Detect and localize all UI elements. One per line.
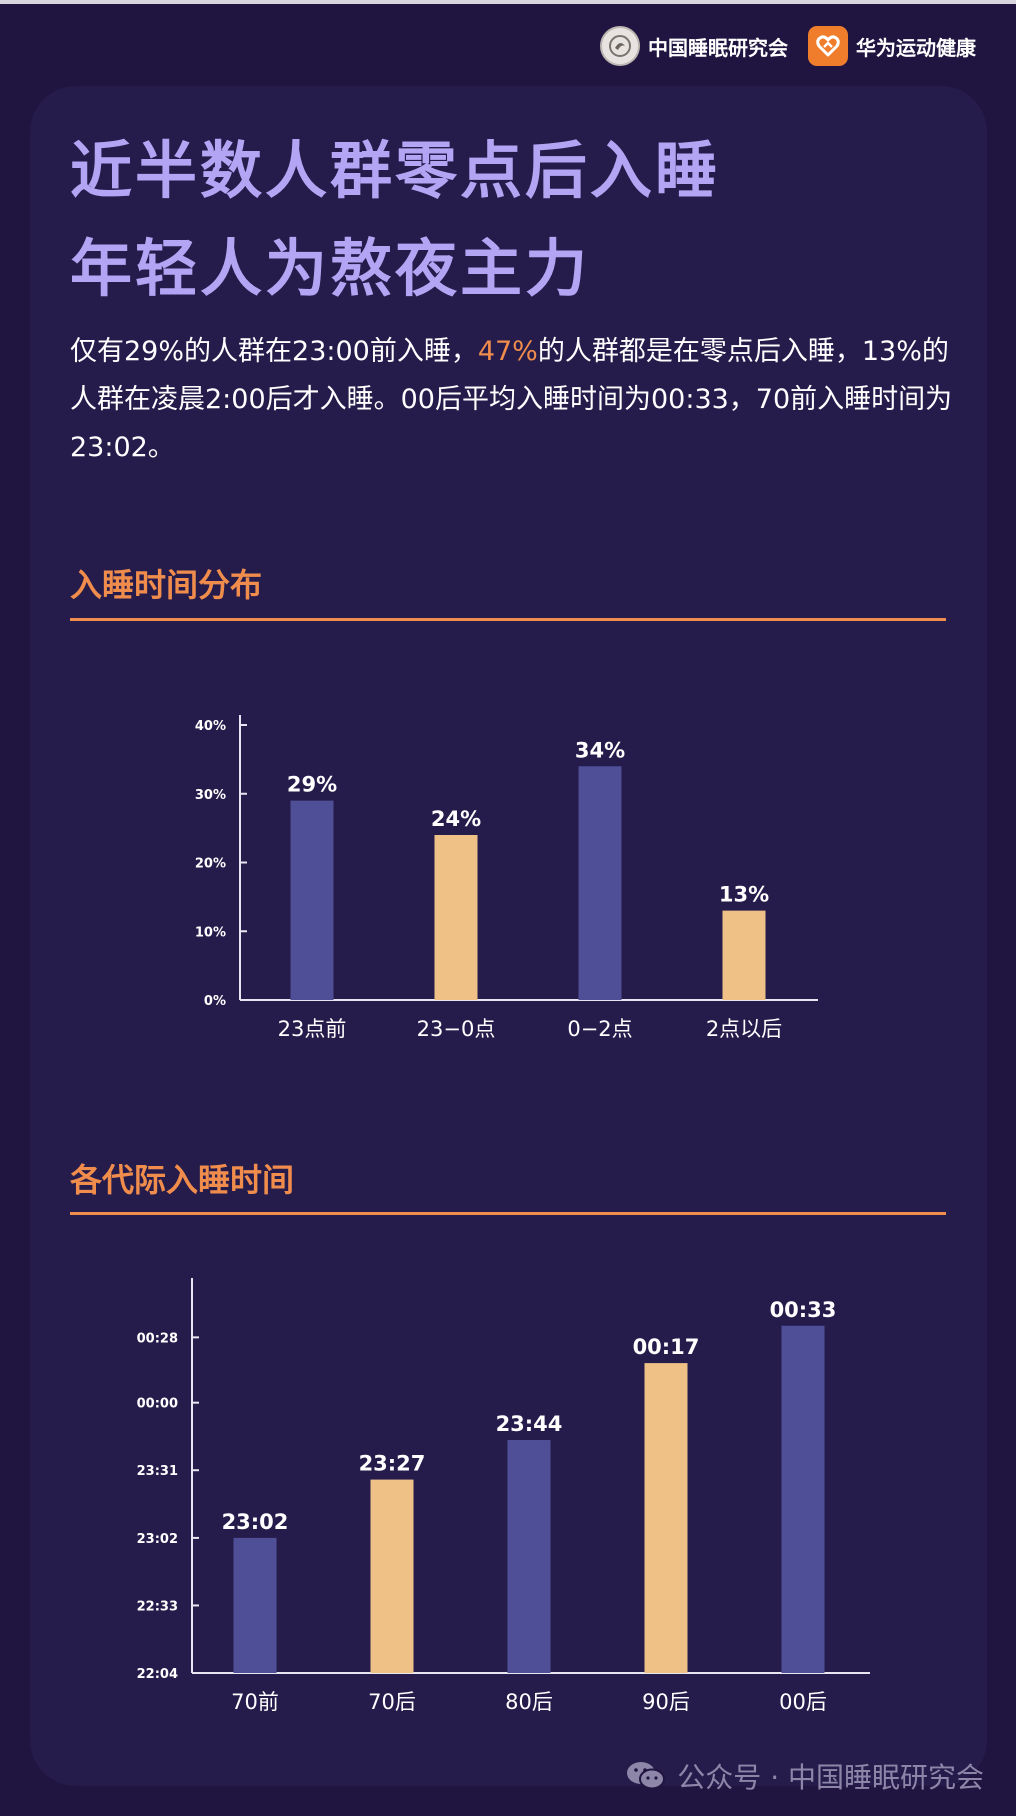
gen-ytick-label: 23:02 <box>137 1532 178 1547</box>
gen-ytick-label: 22:04 <box>137 1667 178 1682</box>
distribution-section-title: 入睡时间分布 <box>70 566 263 604</box>
wechat-icon <box>627 1762 666 1790</box>
dist-bar <box>434 835 478 1000</box>
watermark-text: 公众号 · 中国睡眠研究会 <box>677 1761 984 1794</box>
gen-category-label: 70前 <box>231 1690 279 1714</box>
gen-data-label: 00:33 <box>770 1298 837 1322</box>
description-highlight: 47% <box>477 336 538 367</box>
dist-ytick-label: 40% <box>195 719 226 734</box>
huawei-health-logo: 华为运动健康 <box>808 26 976 66</box>
gen-category-label: 00后 <box>779 1690 827 1714</box>
dist-bar <box>722 910 766 1000</box>
sleep-society-name: 中国睡眠研究会 <box>648 35 788 60</box>
sleep-society-logo: 中国睡眠研究会 <box>600 26 788 66</box>
generation-section-title: 各代际入睡时间 <box>70 1161 295 1199</box>
gen-bar <box>370 1479 414 1673</box>
description-paragraph: 仅有29%的人群在23:00前入睡，47%的人群都是在零点后入睡，13%的人群在… <box>70 328 960 472</box>
gen-category-label: 90后 <box>642 1690 690 1714</box>
dist-category-label: 0−2点 <box>567 1017 632 1041</box>
gen-category-label: 80后 <box>505 1690 553 1714</box>
distribution-section-rule <box>70 618 946 621</box>
gen-bar <box>644 1363 688 1673</box>
gen-data-label: 23:27 <box>359 1452 426 1476</box>
dist-ytick-label: 0% <box>204 994 226 1009</box>
gen-data-label: 23:02 <box>222 1510 289 1534</box>
gen-bar <box>233 1537 277 1673</box>
dist-data-label: 24% <box>431 807 481 831</box>
dist-category-label: 23点前 <box>278 1017 347 1041</box>
huawei-health-heart-icon <box>808 26 848 66</box>
generation-bar-chart: 22:04 22:33 23:02 23:31 00:00 00:28 23:02 70前 23… <box>137 1278 870 1714</box>
gen-ytick-label: 23:31 <box>137 1464 178 1479</box>
dist-category-label: 2点以后 <box>706 1017 782 1041</box>
title-line-1: 近半数人群零点后入睡 <box>70 134 721 207</box>
description-part-2: 的人群都是在零点后入睡，13%的人群在凌晨2:00后才入睡。00后平均入睡时间为… <box>70 336 953 463</box>
dist-data-label: 13% <box>719 883 769 907</box>
gen-bar <box>781 1325 825 1673</box>
generation-section-rule <box>70 1212 946 1215</box>
dist-category-label: 23−0点 <box>417 1017 496 1041</box>
dist-data-label: 34% <box>575 738 625 762</box>
gen-bar <box>507 1440 551 1673</box>
dist-bar <box>290 800 334 1000</box>
header-logos: 中国睡眠研究会 华为运动健康 <box>600 24 976 68</box>
title-line-2: 年轻人为熬夜主力 <box>70 232 591 305</box>
huawei-health-name: 华为运动健康 <box>856 35 976 60</box>
watermark: 公众号 · 中国睡眠研究会 <box>625 1756 984 1796</box>
description-part-1: 仅有29%的人群在23:00前入睡， <box>70 336 478 367</box>
gen-ytick-label: 22:33 <box>137 1599 178 1614</box>
page-title: 近半数人群零点后入睡 年轻人为熬夜主力 <box>70 122 720 318</box>
gen-ytick-label: 00:00 <box>137 1397 178 1412</box>
dist-bar <box>578 766 622 1000</box>
gen-ytick-label: 00:28 <box>137 1331 178 1346</box>
dist-ytick-label: 30% <box>195 788 226 803</box>
distribution-bar-chart: 0% 10% 20% 30% 40% 29% 23点前 24% 23−0点 34% 0−2点 13% 2… <box>195 715 818 1041</box>
top-border <box>0 0 1016 4</box>
gen-category-label: 70后 <box>368 1690 416 1714</box>
dist-data-label: 29% <box>287 773 337 797</box>
gen-data-label: 23:44 <box>496 1412 563 1436</box>
sleep-society-emblem-icon <box>600 26 640 66</box>
gen-data-label: 00:17 <box>633 1335 700 1359</box>
dist-ytick-label: 10% <box>195 925 226 940</box>
dist-ytick-label: 20% <box>195 857 226 872</box>
